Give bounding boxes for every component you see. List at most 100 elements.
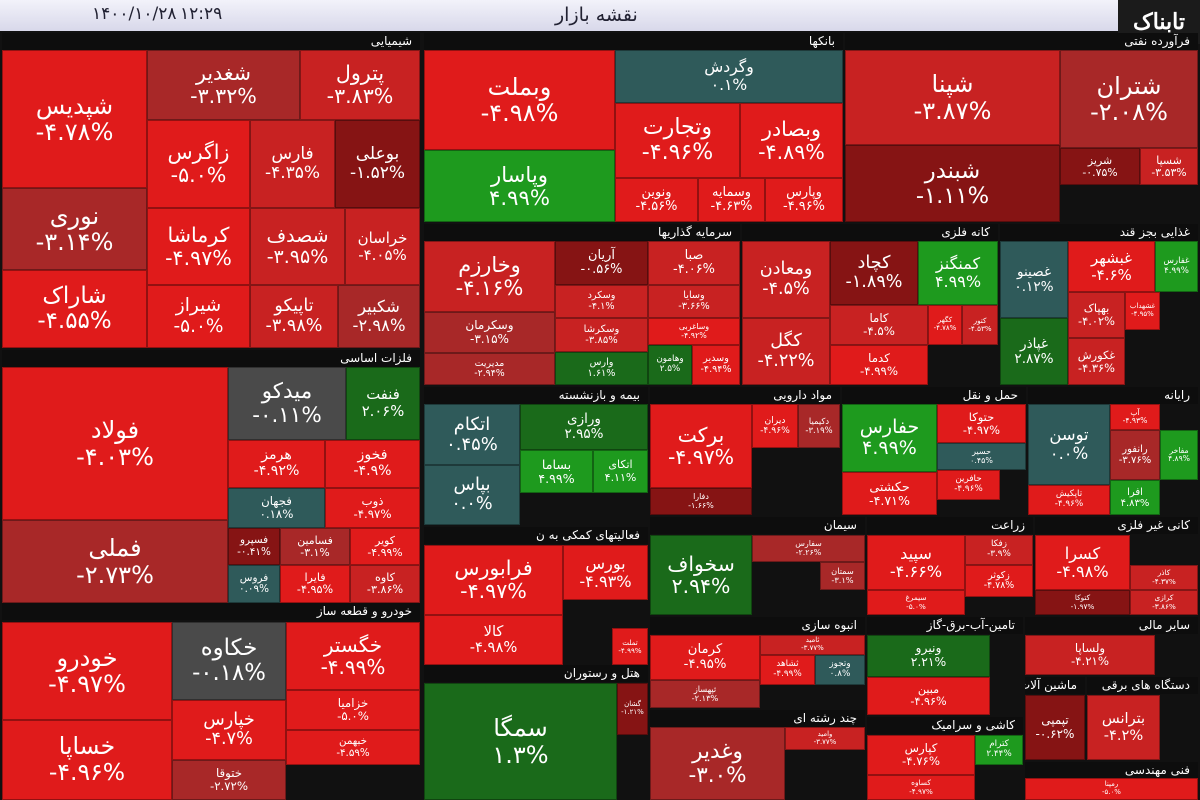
stock-tile: غپاذر ۲.۸۷% xyxy=(1000,318,1068,385)
stock-symbol: کپارس xyxy=(904,741,938,756)
stock-change: -۳.۷۶% xyxy=(1118,455,1152,466)
stock-change: -۴.۲۲% xyxy=(757,350,815,371)
stock-change: ۱.۶۱% xyxy=(587,367,616,379)
stock-symbol: فملی xyxy=(88,534,142,563)
stock-symbol: رمپنا xyxy=(1104,780,1119,789)
stock-symbol: وپاسار xyxy=(491,161,548,187)
stock-change: -۳.۷۷% xyxy=(801,644,824,652)
stock-symbol: ورازی xyxy=(567,411,601,428)
stock-change: -۳.۸۳% xyxy=(326,84,394,108)
stock-tile: کساوه -۴.۹۷% xyxy=(867,775,975,800)
stock-symbol: توسن xyxy=(1049,425,1089,445)
stock-change: -۴.۹۷% xyxy=(48,670,126,698)
stock-symbol: کدما xyxy=(868,351,890,366)
stock-tile: نوری -۳.۱۴% xyxy=(2,188,147,270)
stock-change: ۴.۸۳% xyxy=(1120,497,1150,509)
stock-symbol: وساغربی xyxy=(678,321,710,331)
stock-symbol: وخارزم xyxy=(458,252,521,277)
stock-tile: خکاوه -۰.۱۸% xyxy=(172,622,286,700)
stock-change: ۰.۰% xyxy=(1049,443,1089,463)
stock-tile: دفارا -۱.۶۶% xyxy=(650,488,752,515)
stock-symbol: تپمپی xyxy=(1041,713,1069,728)
stock-symbol: وهامون xyxy=(656,354,684,365)
sector-title: فنی مهندسی xyxy=(1025,762,1198,779)
stock-tile: رانفور -۳.۷۶% xyxy=(1110,430,1160,480)
stock-tile: بساما ۴.۹۹% xyxy=(520,450,593,493)
stock-symbol: هرمز xyxy=(261,447,292,464)
stock-change: ۲.۹۴% xyxy=(671,574,731,598)
stock-change: -۲.۷۲% xyxy=(209,779,249,793)
stock-change: -۴.۹۴% xyxy=(700,364,732,375)
stock-tile: ثشاهد -۴.۹۹% xyxy=(760,655,815,685)
stock-symbol: شپدیس xyxy=(35,91,114,120)
stock-tile: بوعلی -۱.۵۲% xyxy=(335,120,420,208)
sector-title: شیمیایی xyxy=(2,33,420,50)
stock-tile: بهپاک -۴.۰۲% xyxy=(1068,292,1125,338)
stock-change: -۴.۹۹% xyxy=(773,669,802,679)
stock-symbol: دیران xyxy=(764,414,786,426)
stock-change: ۲.۹۵% xyxy=(564,426,604,442)
stock-change: ۴.۹۹% xyxy=(934,272,982,291)
stock-symbol: فسپرو xyxy=(239,534,269,547)
stock-change: -۴.۹۷% xyxy=(909,786,933,796)
stock-change: -۴.۹۷% xyxy=(667,445,735,469)
stock-symbol: فنفت xyxy=(366,386,400,404)
stock-change: ۲.۴۴% xyxy=(986,749,1012,759)
sector-title: حمل و نقل xyxy=(842,387,1026,404)
stock-change: -۳.۱% xyxy=(300,545,330,559)
stock-change: -۲.۷۳% xyxy=(76,560,154,589)
stock-tile: سخواف ۲.۹۴% xyxy=(650,535,752,615)
stock-change: -۴.۶% xyxy=(1091,265,1132,284)
sector-title: هتل و رستوران xyxy=(424,665,648,682)
stock-tile: وتجارت -۴.۹۶% xyxy=(615,103,740,178)
stock-change: ۰.۰۹% xyxy=(239,583,269,595)
stock-symbol: مبین xyxy=(917,682,940,696)
stock-change: -۴.۶۶% xyxy=(889,561,943,581)
stock-symbol: ذوب xyxy=(361,494,384,509)
stock-tile: کگهر -۴.۷۸% xyxy=(928,305,962,345)
stock-tile: وسدیر -۴.۹۴% xyxy=(692,345,740,385)
stock-symbol: پترول xyxy=(335,61,385,86)
stock-change: -۳.۶۶% xyxy=(678,300,710,312)
stock-tile: غشهداب -۴.۹۵% xyxy=(1125,292,1160,330)
stock-change: -۳.۸۵% xyxy=(585,335,618,346)
stock-tile: بورس -۴.۹۳% xyxy=(563,545,648,600)
stock-symbol: خزامیا xyxy=(337,696,369,711)
stock-symbol: کتور xyxy=(973,316,987,326)
sector-title: انبوه سازی xyxy=(650,617,865,634)
stock-change: -۴.۹۶% xyxy=(1054,499,1084,509)
stock-change: -۴.۵۶% xyxy=(635,199,678,214)
stock-tile: صبا -۴.۰۶% xyxy=(648,241,740,285)
stock-tile: سپید -۴.۶۶% xyxy=(867,535,965,590)
stock-change: ۱.۳% xyxy=(492,740,549,769)
stock-change: -۴.۹۶% xyxy=(760,425,790,436)
stock-change: -۴.۵% xyxy=(863,324,895,338)
stock-tile: مفاخر ۴.۸۹% xyxy=(1160,430,1198,480)
stock-change: -۴.۹۳% xyxy=(1122,416,1148,425)
stock-tile: فملی -۲.۷۳% xyxy=(2,520,228,603)
stock-tile: تاپکیش -۴.۹۶% xyxy=(1028,485,1110,515)
stock-change: -۳.۱% xyxy=(831,575,854,585)
stock-symbol: افرا xyxy=(1127,486,1143,498)
stock-symbol: وارس xyxy=(589,356,614,368)
stock-change: -۴.۷% xyxy=(205,729,253,749)
stock-tile: کاوه -۳.۸۶% xyxy=(350,565,420,603)
stock-symbol: وسایا xyxy=(683,289,705,301)
stock-tile: خودرو -۴.۹۷% xyxy=(2,622,172,720)
stock-symbol: بورس xyxy=(585,553,626,573)
stock-tile: بترانس -۴.۲% xyxy=(1087,695,1160,760)
stock-symbol: گشان xyxy=(624,700,641,709)
stock-symbol: تاپیکو xyxy=(274,296,314,317)
stock-tile: شپنا -۳.۸۷% xyxy=(845,50,1060,145)
stock-symbol: وسکرد xyxy=(587,289,616,301)
stock-tile: افرا ۴.۸۳% xyxy=(1110,480,1160,515)
stock-tile: کرماشا -۴.۹۷% xyxy=(147,208,250,285)
stock-change: -۳.۵۳% xyxy=(1151,165,1187,179)
stock-symbol: غفارس xyxy=(1163,256,1190,267)
time: ۱۲:۲۹ xyxy=(180,4,223,24)
stock-tile: گشان -۱.۲۱% xyxy=(617,683,648,735)
stock-tile: میدکو -۰.۱۱% xyxy=(228,367,346,440)
stock-tile: شبندر -۱.۱۱% xyxy=(845,145,1060,222)
stock-change: ۰.۸% xyxy=(829,669,851,679)
stock-symbol: فولاد xyxy=(90,416,140,445)
